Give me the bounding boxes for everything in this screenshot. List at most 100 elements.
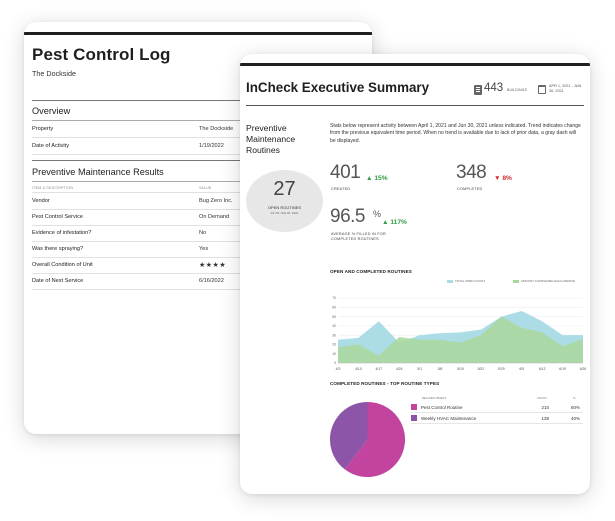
series-area-completed <box>338 316 583 363</box>
result-row: Vendor Bug Zero Inc. <box>32 194 254 210</box>
chart-title: OPEN AND COMPLETED ROUTINES <box>330 269 412 274</box>
report-title: Pest Control Log <box>32 45 171 64</box>
table-row: Weekly HVAC Maintenance 138 40% <box>411 413 583 424</box>
fill-pct-value: 96.5 <box>330 206 365 227</box>
x-tick-label: 5/29 <box>498 367 505 371</box>
row-count: 210 <box>541 405 549 410</box>
x-tick-label: 4/24 <box>396 367 403 371</box>
y-tick-label: 70 <box>332 296 336 300</box>
legend-label-open: TOTAL OPEN COUNT <box>455 279 486 283</box>
y-tick-label: 20 <box>332 343 336 347</box>
row-name: Weekly HVAC Maintenance <box>421 416 477 421</box>
value-column-label: VALUE <box>199 186 212 190</box>
row-label: Overall Condition of Unit <box>32 262 93 268</box>
result-row: Was there spraying? Yes <box>32 242 254 258</box>
y-tick-label: 60 <box>332 305 336 309</box>
fill-pct-trend-value: 117% <box>390 219 407 226</box>
section-divider <box>32 181 254 182</box>
legend-completed: AMOUNT COMPLETED EACH PERIOD <box>513 279 575 283</box>
table-header-pct: % <box>573 396 576 400</box>
x-tick-label: 5/8 <box>438 367 443 371</box>
completed-label: COMPLETED <box>457 187 483 191</box>
table-header-count: COUNT <box>537 396 547 400</box>
row-name: Pest Control Routine <box>421 405 463 410</box>
row-pct: 60% <box>570 405 580 410</box>
row-label: Date of Activity <box>32 143 69 149</box>
row-value: Bug Zero Inc. <box>199 198 233 204</box>
pie-slice-pest-control-routine <box>344 401 406 478</box>
row-count: 138 <box>541 416 549 421</box>
x-tick-label: 5/22 <box>478 367 485 371</box>
created-trend-value: 15% <box>374 175 388 182</box>
row-value: No <box>199 230 207 236</box>
section-divider <box>32 160 254 161</box>
row-label: Evidence of infestation? <box>32 230 92 236</box>
header-divider <box>246 105 584 106</box>
row-value: 6/16/2022 <box>199 278 224 284</box>
overview-row: Property The Dockside <box>32 122 254 138</box>
y-tick-label: 50 <box>332 315 336 319</box>
x-tick-label: 4/3 <box>336 367 341 371</box>
routine-types-pie-chart <box>329 401 406 478</box>
pie-slice-weekly-hvac-maintenance <box>329 401 368 470</box>
legend-swatch-open <box>447 279 453 283</box>
legend-swatch-completed <box>513 279 519 283</box>
item-column-label: ITEM & DESCRIPTION <box>32 186 74 190</box>
x-tick-label: 6/12 <box>539 367 546 371</box>
section-divider <box>32 120 254 121</box>
result-row: Date of Next Service 6/16/2022 <box>32 274 254 290</box>
row-value: The Dockside <box>199 126 234 132</box>
executive-summary-card: InCheck Executive Summary 443 BUILDINGS … <box>240 54 590 494</box>
calendar-icon <box>538 85 546 94</box>
fill-pct-trend: ▲ 117% <box>382 219 407 226</box>
fill-pct-label: AVERAGE % FILLED IN FOR COMPLETED ROUTIN… <box>331 232 386 241</box>
report-title: InCheck Executive Summary <box>246 80 430 95</box>
row-color-swatch <box>411 415 417 421</box>
x-tick-label: 5/1 <box>417 367 422 371</box>
date-range: APR 1, 2021 - JUN 30, 2021 <box>549 84 582 93</box>
row-pct: 40% <box>570 416 580 421</box>
open-routines-label: OPEN ROUTINES <box>267 205 302 210</box>
completed-value: 348 <box>456 162 487 183</box>
pm-section-title: Preventive Maintenance Routines <box>246 123 296 155</box>
row-label: Was there spraying? <box>32 246 84 252</box>
table-header-object: RELATED OBJECT <box>422 396 447 400</box>
stats-intro-text: Stats below represent activity between A… <box>330 123 581 144</box>
x-tick-label: 6/19 <box>559 367 566 371</box>
x-tick-label: 4/10 <box>355 367 362 371</box>
completed-trend: ▼ 8% <box>494 175 512 182</box>
pie-title: COMPLETED ROUTINES - TOP ROUTINE TYPES <box>330 381 440 386</box>
overview-heading: Overview <box>32 106 71 116</box>
buildings-count: 443 <box>484 82 504 94</box>
row-value: Yes <box>199 246 209 252</box>
x-tick-label: 6/26 <box>580 367 586 371</box>
open-routines-value: 27 <box>273 178 296 200</box>
pm-results-heading: Preventive Maintenance Results <box>32 167 164 177</box>
y-tick-label: 40 <box>332 324 336 328</box>
row-label: Date of Next Service <box>32 278 84 284</box>
created-label: CREATED <box>331 187 351 191</box>
results-column-header: ITEM & DESCRIPTION VALUE <box>32 183 254 193</box>
section-divider <box>32 100 254 101</box>
x-tick-label: 5/15 <box>457 367 464 371</box>
created-value: 401 <box>330 162 361 183</box>
table-row: Pest Control Routine 210 60% <box>411 402 583 413</box>
header-bar <box>240 63 590 66</box>
open-routines-circle: 27 OPEN ROUTINES AS OF JUN 30, 2021 <box>246 170 323 232</box>
row-label: Property <box>32 126 54 132</box>
star-rating: ★★★★ <box>199 262 227 269</box>
y-tick-label: 0 <box>334 361 336 365</box>
y-tick-label: 30 <box>332 333 336 337</box>
buildings-label: BUILDINGS <box>507 88 528 92</box>
result-row: Evidence of infestation? No <box>32 226 254 242</box>
row-label: Vendor <box>32 198 50 204</box>
legend-label-completed: AMOUNT COMPLETED EACH PERIOD <box>521 279 575 283</box>
property-subtitle: The Dockside <box>32 69 76 78</box>
row-value: On Demand <box>199 214 230 220</box>
x-tick-label: 4/17 <box>376 367 383 371</box>
open-completed-area-chart: 0 10 20 30 40 50 60 70 4/3 4/10 4/17 4/24 5/1 5/8 5/15… <box>332 296 586 371</box>
overview-row: Date of Activity 1/19/2022 <box>32 139 254 155</box>
row-color-swatch <box>411 404 417 410</box>
x-tick-label: 6/5 <box>519 367 524 371</box>
header-bar <box>24 32 372 35</box>
